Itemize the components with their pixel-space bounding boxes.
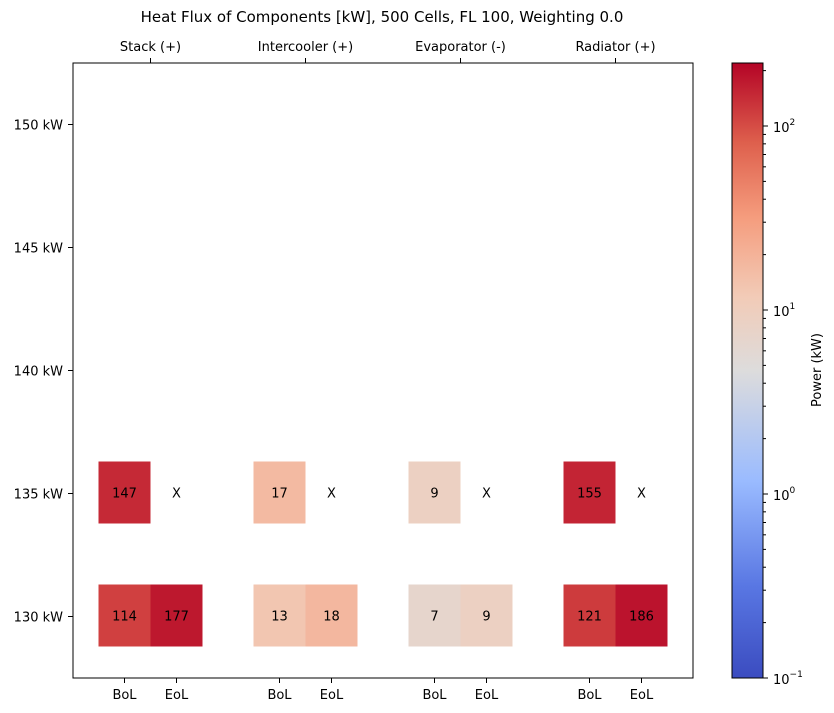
- colorbar-ticks: 10−1 100 101 102: [763, 70, 803, 688]
- x-tick-label: EoL: [165, 688, 189, 703]
- x-tick-label: EoL: [630, 688, 654, 703]
- cell-label: 121: [577, 610, 602, 625]
- y-tick-label: 145 kW: [14, 242, 63, 257]
- x-tick-label: EoL: [475, 688, 499, 703]
- heatmap-cell: [98, 584, 151, 647]
- x-axis-top: Stack (+) Intercooler (+) Evaporator (-) Ra…: [120, 40, 656, 63]
- cell-label: 177: [164, 610, 189, 625]
- cell-label: X: [172, 487, 181, 502]
- colorbar-tick-label: 10−1: [773, 670, 803, 688]
- cell-label: 147: [112, 487, 137, 502]
- cell-label: 7: [430, 610, 438, 625]
- colorbar: 10−1 100 101 102 Power (kW): [731, 62, 825, 688]
- y-tick-label: 135 kW: [14, 488, 63, 503]
- y-tick-label: 140 kW: [14, 365, 63, 380]
- x-tick-label: BoL: [112, 688, 137, 703]
- plot-area: 147 X 17 X 9 X 155 X 114 177 13 18 7 9 121 186 150 kW 14…: [14, 40, 694, 703]
- y-tick-label: 130 kW: [14, 611, 63, 626]
- colorbar-tick-label: 100: [773, 486, 796, 504]
- x-axis-bottom: BoL EoL BoL EoL BoL EoL BoL EoL: [112, 678, 654, 703]
- heatmap-cell: [563, 461, 616, 524]
- cell-label: 114: [112, 610, 137, 625]
- cell-label: 9: [482, 610, 490, 625]
- heatmap-cell: [460, 584, 513, 647]
- top-category-label: Stack (+): [120, 40, 181, 55]
- heatmap-cell: [98, 461, 151, 524]
- cells-layer: 147 X 17 X 9 X 155 X 114 177 13 18 7 9 121 186: [98, 461, 668, 647]
- colorbar-gradient: [731, 62, 764, 679]
- y-axis: 150 kW 145 kW 140 kW 135 kW 130 kW: [14, 119, 73, 626]
- cell-label: 186: [629, 610, 654, 625]
- heatmap-cell: [253, 461, 306, 524]
- colorbar-label: Power (kW): [810, 333, 825, 407]
- top-category-label: Evaporator (-): [415, 40, 506, 55]
- heatmap-cell: [563, 584, 616, 647]
- cell-label: X: [637, 487, 646, 502]
- colorbar-tick-label: 101: [773, 302, 795, 320]
- cell-label: 18: [323, 610, 340, 625]
- heatmap-cell: [408, 584, 461, 647]
- heatmap-cell: [408, 461, 461, 524]
- chart-title: Heat Flux of Components [kW], 500 Cells,…: [141, 8, 624, 26]
- cell-label: 9: [430, 487, 438, 502]
- heatmap-cell: [253, 584, 306, 647]
- top-category-label: Intercooler (+): [258, 40, 353, 55]
- heatmap-cell: [615, 584, 668, 647]
- heatmap-cell: [305, 584, 358, 647]
- heatmap-cell: [150, 584, 203, 647]
- colorbar-tick-label: 102: [773, 118, 795, 136]
- cell-label: 17: [271, 487, 288, 502]
- x-tick-label: EoL: [320, 688, 344, 703]
- x-tick-label: BoL: [422, 688, 447, 703]
- x-tick-label: BoL: [577, 688, 602, 703]
- cell-label: 13: [271, 610, 288, 625]
- x-tick-label: BoL: [267, 688, 292, 703]
- cell-label: X: [327, 487, 336, 502]
- top-category-label: Radiator (+): [575, 40, 655, 55]
- cell-label: 155: [577, 487, 602, 502]
- cell-label: X: [482, 487, 491, 502]
- y-tick-label: 150 kW: [14, 119, 63, 134]
